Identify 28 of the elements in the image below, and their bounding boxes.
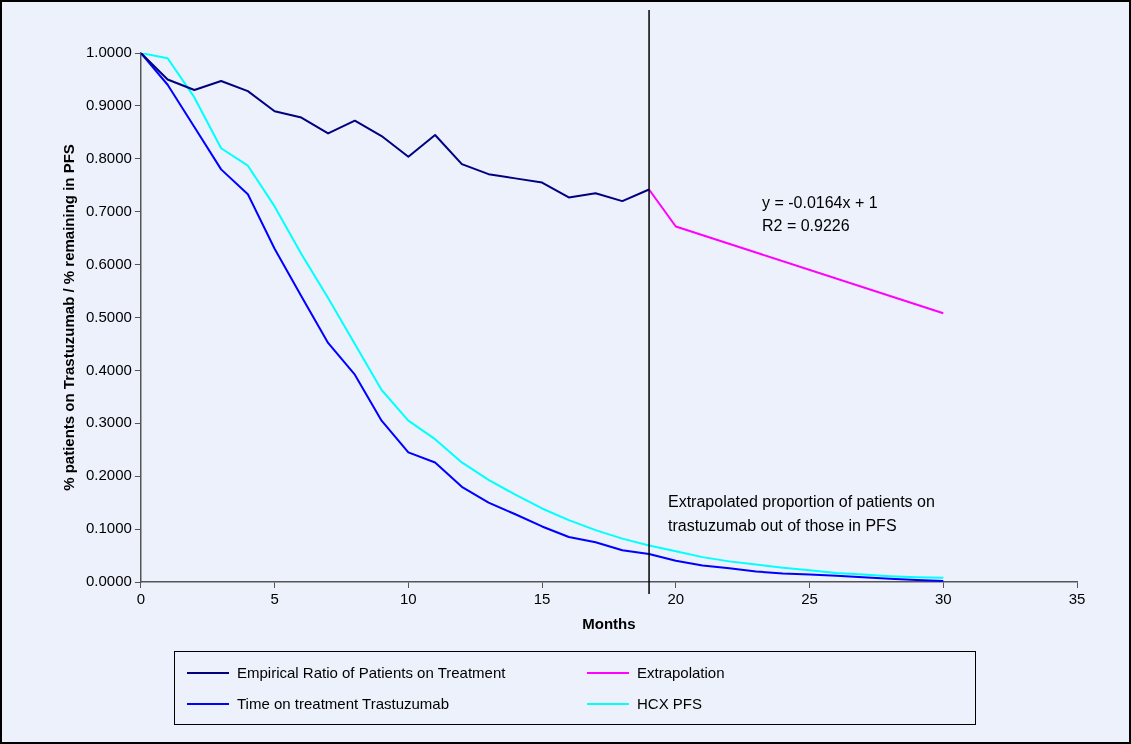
legend-label: Extrapolation xyxy=(637,664,725,681)
y-tick-label: 0.0000 xyxy=(85,572,132,590)
y-tick-label: 0.8000 xyxy=(85,148,132,166)
legend-label: HCX PFS xyxy=(637,695,703,712)
y-tick-label: 0.6000 xyxy=(85,254,132,272)
y-axis-title: % patients on Trastuzumab / % remaining in PFS xyxy=(60,144,78,491)
y-tick-label: 1.0000 xyxy=(85,43,132,61)
legend-label: Time on treatment Trastuzumab xyxy=(237,695,450,712)
x-tick-label: 5 xyxy=(270,590,279,608)
x-tick-label: 35 xyxy=(1068,590,1086,608)
x-tick-label: 25 xyxy=(801,590,818,608)
y-tick-label: 0.1000 xyxy=(85,519,132,537)
y-tick-label: 0.7000 xyxy=(85,201,132,219)
legend-label: Empirical Ratio of Patients on Treatment xyxy=(237,664,506,681)
y-tick-label: 0.4000 xyxy=(85,360,132,378)
y-tick-label: 0.3000 xyxy=(85,413,132,431)
y-tick-label: 0.2000 xyxy=(85,466,132,484)
x-tick-label: 15 xyxy=(533,590,551,608)
x-tick-label: 20 xyxy=(667,590,685,608)
y-tick-label: 0.9000 xyxy=(85,96,132,114)
annotation: Extrapolated proportion of patients on trastuzumab out of those in PFS xyxy=(668,493,935,534)
x-tick-label: 0 xyxy=(136,590,146,608)
x-tick-label: 30 xyxy=(934,590,952,608)
x-tick-label: 10 xyxy=(400,590,417,608)
x-axis-title: Months xyxy=(582,615,636,633)
y-tick-label: 0.5000 xyxy=(85,307,132,325)
annotation: R2 = 0.9226 xyxy=(762,217,850,234)
annotation: y = -0.0164x + 1 xyxy=(762,194,878,211)
